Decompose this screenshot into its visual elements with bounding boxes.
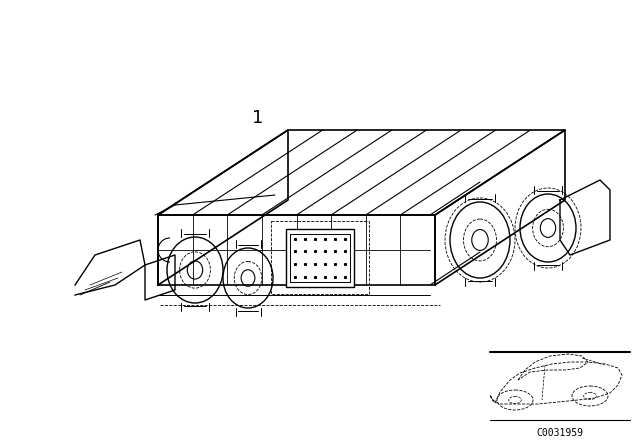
Bar bbox=[271, 221, 369, 294]
Text: C0031959: C0031959 bbox=[536, 428, 584, 438]
Bar bbox=[286, 229, 354, 287]
Bar bbox=[290, 234, 350, 282]
Text: 1: 1 bbox=[252, 109, 264, 127]
